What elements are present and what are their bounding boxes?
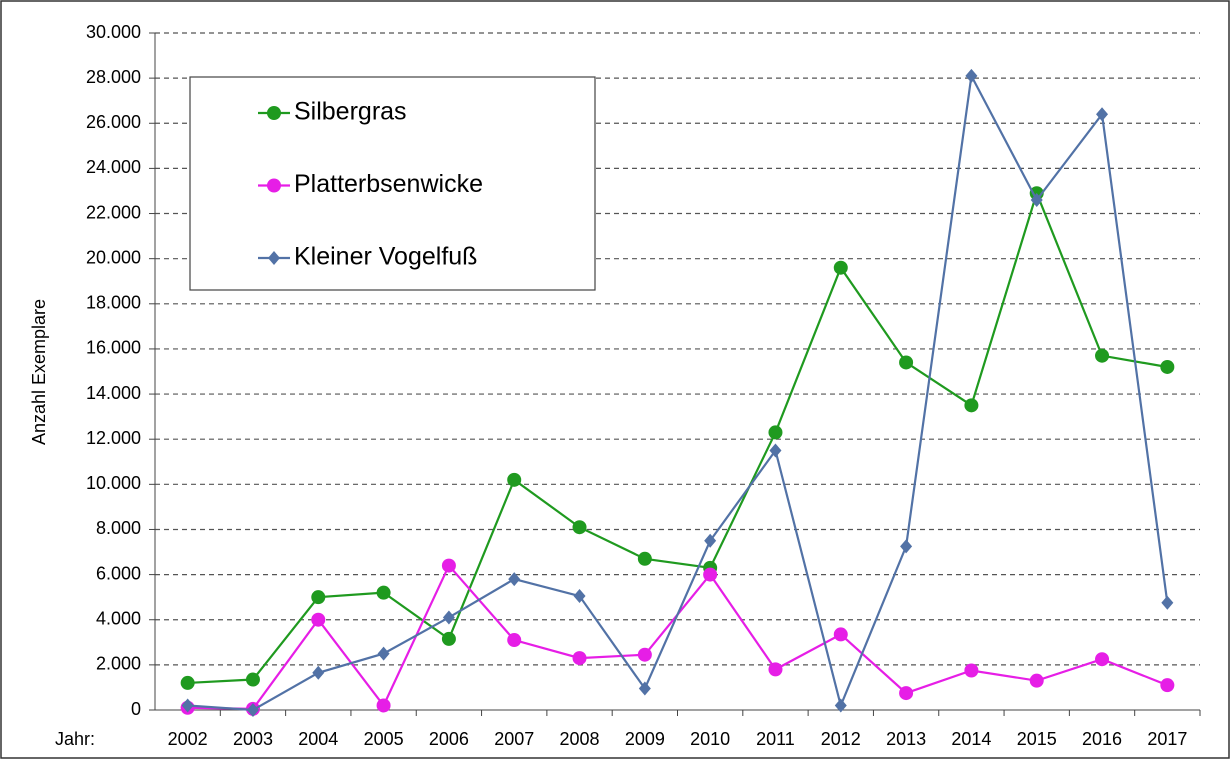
- y-tick-label: 26.000: [86, 112, 141, 132]
- data-point: [1161, 595, 1174, 610]
- x-tick-label: 2012: [821, 729, 861, 749]
- x-tick-label: 2016: [1082, 729, 1122, 749]
- x-tick-label: 2010: [690, 729, 730, 749]
- x-tick-label: 2014: [951, 729, 991, 749]
- data-point: [704, 533, 717, 548]
- series-line: [187, 189, 1168, 685]
- legend-marker: [267, 106, 281, 120]
- legend-marker: [268, 251, 280, 265]
- legend-marker: [267, 178, 281, 193]
- y-tick-label: 30.000: [86, 22, 141, 42]
- x-tick-label: 2006: [429, 729, 469, 749]
- data-point: [246, 703, 259, 717]
- data-point: [899, 355, 914, 370]
- y-tick-label: 24.000: [86, 157, 141, 177]
- y-tick-label: 14.000: [86, 383, 141, 403]
- data-point: [442, 610, 455, 625]
- x-tick-label: 2004: [298, 729, 338, 749]
- data-point: [703, 567, 718, 582]
- data-point: [572, 520, 587, 535]
- data-point: [637, 647, 652, 662]
- y-tick-label: 28.000: [86, 67, 141, 87]
- y-tick-label: 12.000: [86, 428, 141, 448]
- x-tick-label: 2017: [1147, 729, 1187, 749]
- y-tick-label: 22.000: [86, 202, 141, 222]
- data-point: [965, 68, 978, 83]
- y-tick-label: 18.000: [86, 293, 141, 313]
- data-point: [1095, 652, 1110, 667]
- x-axis-label: Jahr:: [55, 729, 95, 749]
- data-point: [768, 425, 783, 440]
- legend-label: Silbergras: [294, 98, 407, 126]
- x-tick-label: 2013: [886, 729, 926, 749]
- data-point: [768, 662, 783, 677]
- data-point: [245, 672, 260, 687]
- x-tick-label: 2009: [625, 729, 665, 749]
- x-tick-label: 2003: [233, 729, 273, 749]
- data-point: [573, 589, 586, 604]
- x-tick-label: 2007: [494, 729, 534, 749]
- data-point: [1095, 348, 1110, 363]
- data-point: [833, 627, 848, 642]
- legend-box: [189, 76, 596, 291]
- series-line: [187, 72, 1169, 712]
- data-point: [1160, 678, 1175, 693]
- data-point: [572, 651, 587, 666]
- legend-label: Platterbsenwicke: [294, 170, 483, 198]
- data-point: [637, 551, 652, 566]
- x-tick-label: 2011: [756, 729, 795, 749]
- y-tick-label: 4.000: [96, 608, 141, 628]
- data-point: [1030, 192, 1043, 207]
- data-point: [312, 665, 325, 680]
- data-point: [180, 675, 195, 690]
- y-axis-label: Anzahl Exemplare: [29, 299, 49, 445]
- data-point: [1029, 673, 1044, 688]
- data-point: [441, 631, 456, 646]
- data-point: [507, 633, 522, 648]
- data-point: [1096, 107, 1109, 122]
- data-point: [377, 646, 390, 661]
- y-tick-label: 6.000: [96, 563, 141, 583]
- x-tick-label: 2005: [364, 729, 404, 749]
- data-point: [311, 612, 326, 627]
- data-point: [441, 558, 456, 573]
- data-point: [964, 663, 979, 678]
- y-tick-label: 2.000: [96, 654, 141, 674]
- data-point: [376, 585, 391, 600]
- y-tick-label: 16.000: [86, 338, 141, 358]
- data-point: [181, 698, 194, 713]
- data-point: [833, 260, 848, 275]
- data-point: [508, 572, 521, 587]
- data-point: [311, 590, 326, 605]
- data-point: [769, 443, 782, 458]
- legend-label: Kleiner Vogelfuß: [294, 243, 477, 271]
- data-point: [899, 686, 914, 701]
- y-tick-label: 20.000: [86, 247, 141, 267]
- y-tick-label: 0: [131, 699, 141, 719]
- data-point: [638, 681, 651, 696]
- data-point: [376, 698, 391, 713]
- data-point: [507, 472, 522, 487]
- x-tick-label: 2002: [168, 729, 208, 749]
- y-tick-label: 10.000: [86, 473, 141, 493]
- data-point: [1160, 359, 1175, 374]
- y-tick-label: 8.000: [96, 518, 141, 538]
- x-tick-label: 2008: [560, 729, 600, 749]
- data-point: [964, 398, 979, 413]
- data-point: [900, 539, 913, 554]
- data-point: [834, 698, 847, 713]
- x-tick-label: 2015: [1017, 729, 1057, 749]
